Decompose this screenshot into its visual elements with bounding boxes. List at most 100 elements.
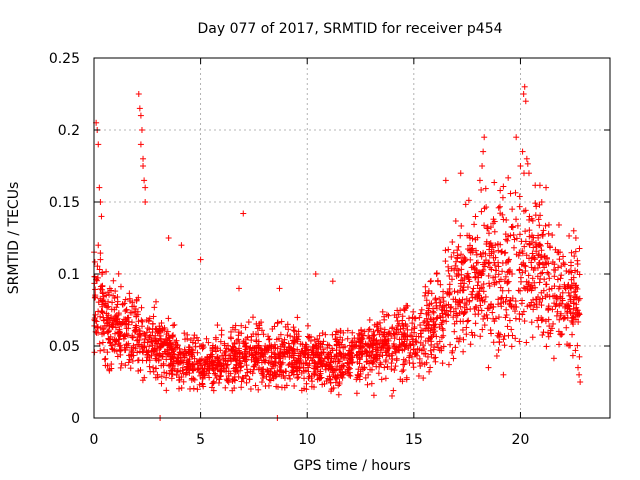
data-point xyxy=(522,207,529,214)
data-point xyxy=(100,330,107,337)
data-point xyxy=(540,329,547,336)
data-point xyxy=(576,271,583,278)
data-point xyxy=(194,366,201,373)
data-point xyxy=(247,386,254,393)
data-point xyxy=(467,256,474,263)
data-point xyxy=(316,332,323,339)
x-axis-label: GPS time / hours xyxy=(293,458,410,474)
data-point xyxy=(519,269,526,276)
data-point xyxy=(557,293,564,300)
data-point xyxy=(138,304,145,311)
data-point xyxy=(517,163,524,169)
data-point xyxy=(129,357,136,364)
data-point xyxy=(258,350,265,357)
data-point xyxy=(512,189,519,196)
data-point xyxy=(123,306,130,313)
data-point xyxy=(541,253,548,260)
data-point xyxy=(568,249,575,256)
data-point xyxy=(524,160,531,167)
data-point xyxy=(558,331,565,338)
data-point xyxy=(412,315,419,322)
data-point xyxy=(100,317,107,324)
data-point xyxy=(163,387,170,394)
data-point xyxy=(268,342,275,349)
data-point xyxy=(561,261,568,268)
data-point xyxy=(499,248,506,255)
data-point xyxy=(445,312,452,319)
data-point xyxy=(158,373,165,380)
data-point xyxy=(445,246,452,253)
data-point xyxy=(389,325,396,332)
data-point xyxy=(557,310,564,317)
data-point xyxy=(572,347,579,354)
data-point xyxy=(312,271,319,277)
data-point xyxy=(491,228,498,235)
data-point xyxy=(106,285,113,292)
data-point xyxy=(446,281,453,288)
data-point xyxy=(388,360,395,367)
data-point xyxy=(489,309,496,316)
data-point xyxy=(532,212,539,219)
data-point xyxy=(231,385,238,392)
data-point xyxy=(545,230,552,237)
data-point xyxy=(504,269,511,276)
data-point xyxy=(555,221,562,228)
data-point xyxy=(503,236,510,243)
data-point xyxy=(521,262,528,269)
data-point xyxy=(137,112,144,119)
data-point xyxy=(265,382,272,389)
data-point xyxy=(122,296,129,303)
data-point xyxy=(493,352,500,359)
data-point xyxy=(368,380,375,387)
data-point xyxy=(285,372,292,379)
data-point xyxy=(492,273,499,280)
data-point xyxy=(545,316,552,323)
data-point xyxy=(478,253,485,260)
data-point xyxy=(535,232,542,239)
data-point xyxy=(235,373,242,380)
data-point xyxy=(345,366,352,373)
data-point xyxy=(575,364,582,371)
data-point xyxy=(474,282,481,289)
data-point xyxy=(550,320,557,327)
data-point xyxy=(510,231,517,238)
data-point xyxy=(401,307,408,314)
data-point xyxy=(558,263,565,270)
data-point xyxy=(150,364,157,371)
data-point xyxy=(96,266,103,273)
data-point xyxy=(495,314,502,321)
data-point xyxy=(558,272,565,279)
data-point xyxy=(336,344,343,351)
data-point xyxy=(517,287,524,294)
data-point xyxy=(300,364,307,371)
data-point xyxy=(204,354,211,361)
data-point xyxy=(453,335,460,342)
data-point xyxy=(141,177,148,184)
data-point xyxy=(182,336,189,343)
data-point xyxy=(346,360,353,367)
data-point xyxy=(523,339,530,346)
data-point xyxy=(491,179,498,186)
data-point xyxy=(460,336,467,343)
data-point xyxy=(277,343,284,350)
data-point xyxy=(504,258,511,265)
data-point xyxy=(499,260,506,267)
data-point xyxy=(223,345,230,352)
x-tick-label: 0 xyxy=(90,432,99,448)
data-point xyxy=(528,259,535,266)
data-point xyxy=(502,273,509,280)
data-point xyxy=(464,232,471,239)
data-point xyxy=(144,351,151,358)
data-point xyxy=(508,343,515,350)
data-point xyxy=(439,310,446,317)
data-point xyxy=(532,182,539,189)
data-point xyxy=(439,360,446,367)
data-point xyxy=(568,285,575,292)
data-point xyxy=(526,216,533,223)
data-point xyxy=(532,200,539,207)
data-point xyxy=(495,204,502,211)
data-point xyxy=(282,368,289,375)
data-point xyxy=(472,213,479,220)
data-point xyxy=(519,250,526,257)
data-point xyxy=(431,321,438,328)
